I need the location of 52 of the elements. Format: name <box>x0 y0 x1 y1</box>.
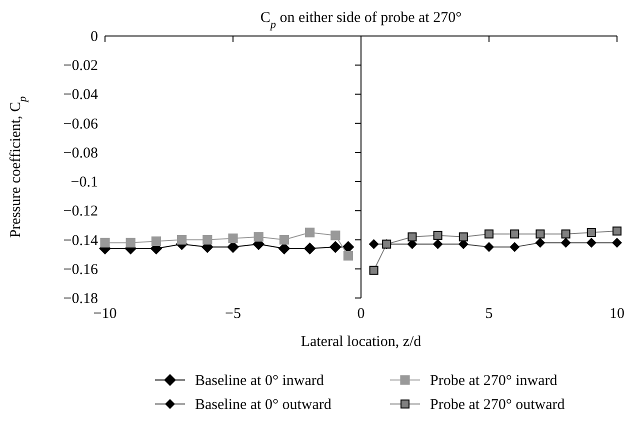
y-tick-label: 0 <box>90 29 98 45</box>
point <box>458 232 468 242</box>
point <box>228 234 238 244</box>
y-tick-label: −0.14 <box>63 232 98 249</box>
point <box>560 238 571 248</box>
x-tick-label: 10 <box>610 306 624 322</box>
y-tick-label: −0.12 <box>63 204 98 220</box>
point <box>484 242 494 252</box>
point <box>279 234 289 245</box>
point <box>408 232 417 242</box>
x-tick-label: −5 <box>225 306 241 322</box>
point <box>586 238 596 248</box>
point <box>535 238 546 248</box>
point <box>510 229 520 238</box>
point <box>510 242 520 252</box>
point <box>151 236 161 246</box>
legend-label: Probe at 270° inward <box>430 373 558 389</box>
point <box>432 239 443 250</box>
point <box>484 229 494 238</box>
point <box>329 241 342 254</box>
point <box>305 228 315 238</box>
point <box>369 266 378 275</box>
point <box>561 229 570 238</box>
point <box>254 232 264 242</box>
legend-label: Baseline at 0° outward <box>195 397 332 413</box>
y-tick-label: −0.1 <box>70 174 98 191</box>
point <box>330 230 340 240</box>
x-tick-label: 0 <box>357 306 365 322</box>
point <box>126 238 136 248</box>
y-tick-label: −0.18 <box>63 291 98 307</box>
point <box>433 230 442 240</box>
point <box>100 238 110 248</box>
y-tick-label: −0.06 <box>63 116 98 132</box>
x-tick-label: 5 <box>485 306 493 322</box>
point <box>612 226 622 236</box>
point <box>177 234 187 245</box>
legend-label: Baseline at 0° inward <box>195 373 324 389</box>
point <box>343 250 353 261</box>
chart-title: C$_{p}$ on either side of probe at 270° <box>260 10 462 31</box>
point <box>536 229 545 238</box>
point <box>612 238 622 248</box>
point <box>586 228 596 237</box>
y-tick-label: −0.02 <box>63 58 98 74</box>
y-tick-label: −0.04 <box>63 87 98 104</box>
y-tick-label: −0.08 <box>63 145 98 162</box>
x-axis-title: Lateral location, z/d <box>300 334 422 350</box>
y-tick-label: −0.16 <box>63 262 98 278</box>
point <box>304 242 316 255</box>
x-tick-label: −10 <box>93 306 117 322</box>
point <box>368 239 379 250</box>
point <box>202 234 212 245</box>
legend-label: Probe at 270° outward <box>430 397 566 413</box>
